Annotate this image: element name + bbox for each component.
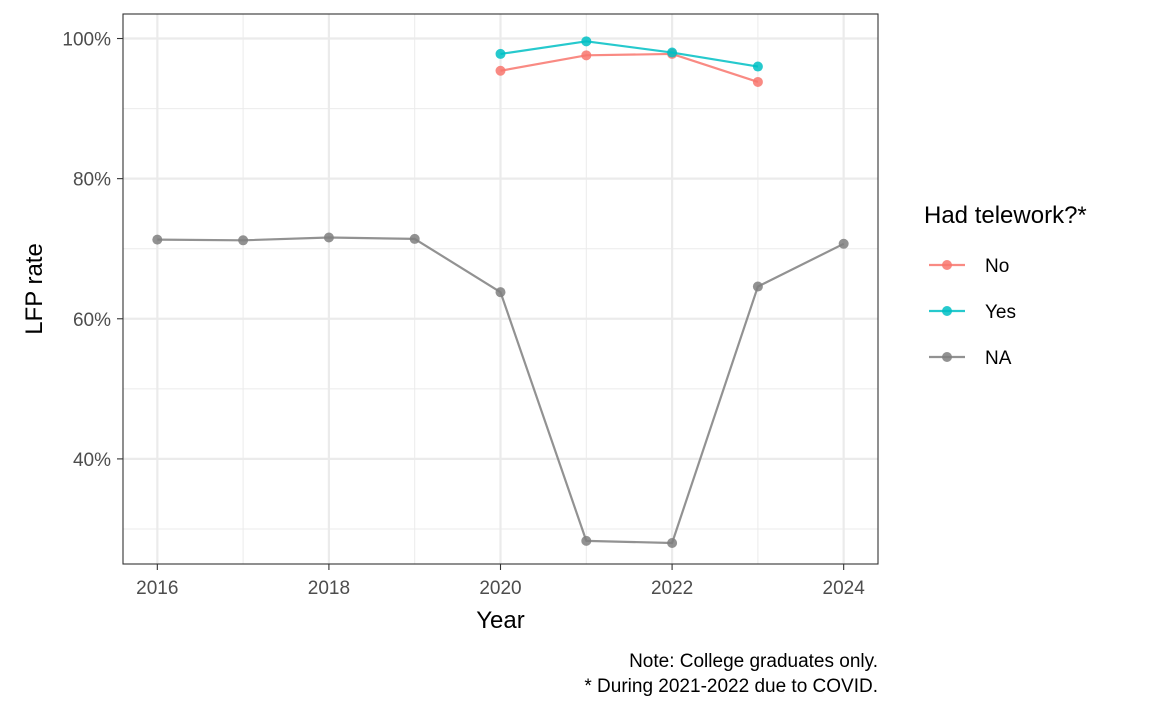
legend-keys: No Yes NA (929, 256, 1016, 369)
series-yes-point (581, 36, 592, 47)
series-na-point (752, 281, 763, 292)
x-tick-label: 2022 (651, 578, 693, 599)
series-no-point (581, 50, 592, 61)
x-tick-label: 2024 (823, 578, 866, 599)
legend-key-point (942, 306, 952, 316)
series-yes-point (752, 61, 763, 72)
series-na-point (323, 232, 334, 243)
x-tick-label: 2016 (136, 578, 178, 599)
series-na-point (667, 537, 678, 548)
y-tick-label: 80% (73, 170, 111, 191)
legend-label: Yes (985, 302, 1016, 323)
y-tick-label: 40% (73, 450, 111, 471)
legend-key-point (942, 260, 952, 270)
legend-item-no: No (929, 256, 1009, 277)
y-axis-title: LFP rate (21, 243, 48, 335)
series-yes-point (667, 47, 678, 58)
caption: Note: College graduates only. * During 2… (584, 651, 878, 697)
series-layer (152, 36, 849, 548)
x-axis-title: Year (476, 607, 525, 634)
legend: Had telework?* No Yes NA (924, 202, 1087, 369)
series-na-point (838, 238, 849, 249)
series-na-point (581, 535, 592, 546)
series-yes-line (500, 40, 759, 68)
series-na-point (152, 234, 163, 245)
caption-line-2: * During 2021-2022 due to COVID. (584, 676, 878, 697)
series-na-point (238, 235, 249, 246)
series-na-point (409, 233, 420, 244)
y-axis: 40% 60% 80% 100% (62, 30, 123, 471)
y-tick-label: 100% (62, 30, 111, 51)
legend-label: NA (985, 348, 1012, 369)
x-axis: 2016 2018 2020 2022 2024 (136, 564, 865, 599)
legend-title: Had telework?* (924, 202, 1087, 229)
x-tick-label: 2020 (479, 578, 521, 599)
legend-item-yes: Yes (929, 302, 1016, 323)
y-tick-label: 60% (73, 310, 111, 331)
series-na-point (495, 287, 506, 298)
series-no-line (500, 52, 759, 84)
series-no-point (752, 76, 763, 87)
series-na (152, 232, 849, 548)
x-tick-label: 2018 (308, 578, 350, 599)
legend-label: No (985, 256, 1009, 277)
legend-item-na: NA (929, 348, 1012, 369)
caption-line-1: Note: College graduates only. (629, 651, 878, 672)
series-no-point (495, 65, 506, 76)
series-yes-point (495, 48, 506, 59)
legend-key-point (942, 352, 952, 362)
series-yes (495, 36, 763, 72)
